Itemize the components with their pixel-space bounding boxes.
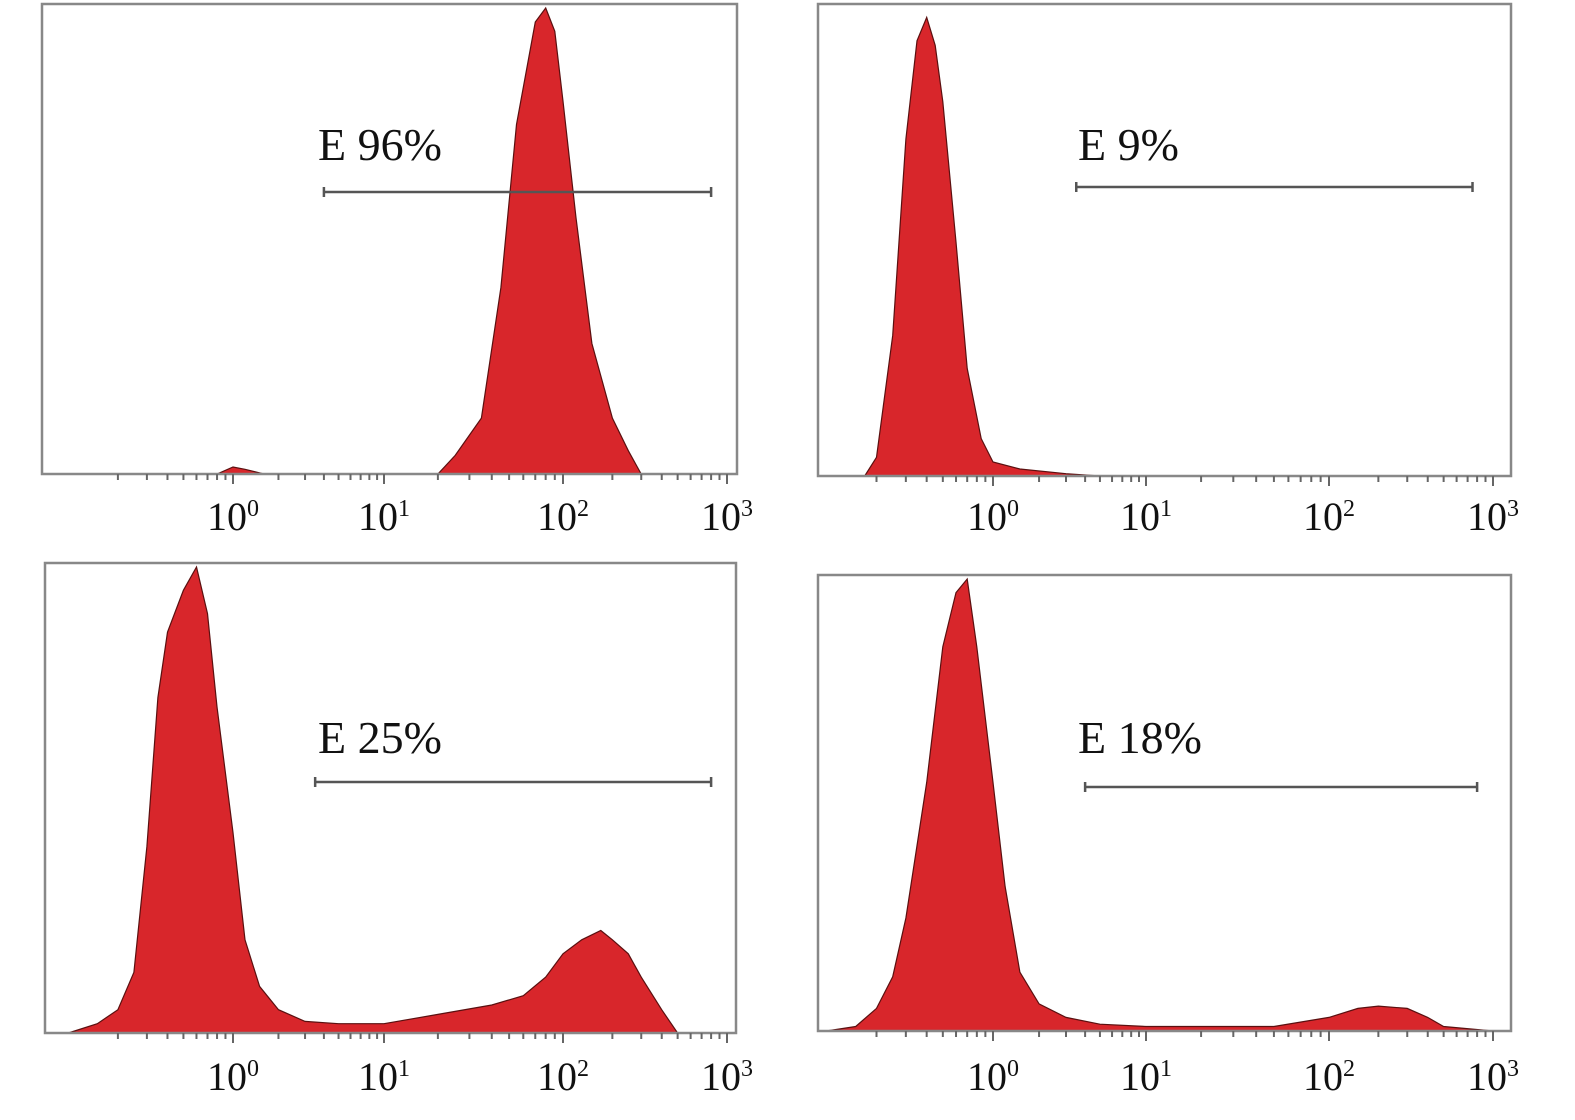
- x-tick-label: 103: [701, 1054, 753, 1099]
- x-tick-label: 101: [1120, 1054, 1172, 1099]
- x-tick-label: 101: [358, 1054, 410, 1099]
- x-tick-label: 102: [537, 494, 589, 539]
- x-tick-label: 103: [1467, 494, 1519, 539]
- gate-percent-label: E 18%: [1078, 712, 1202, 763]
- gate-percent-label: E 9%: [1078, 119, 1179, 170]
- plot-frame: [816, 2, 1513, 478]
- histogram-panel-bottom-left: 100 101 102 103 E 25%: [43, 561, 753, 1099]
- plot-frame: [816, 573, 1513, 1033]
- plot-frame: [43, 561, 738, 1035]
- histogram-area: [818, 15, 1511, 477]
- x-tick-label: 103: [1467, 1054, 1519, 1099]
- x-tick-label: 102: [1303, 494, 1355, 539]
- x-tick-label: 102: [1303, 1054, 1355, 1099]
- plot-frame: [40, 2, 739, 476]
- x-tick-label: 102: [537, 1054, 589, 1099]
- gate-percent-label: E 25%: [318, 712, 442, 763]
- gate-percent-label: E 96%: [318, 119, 442, 170]
- histogram-area: [42, 6, 737, 475]
- histogram-area: [45, 565, 736, 1034]
- histogram-panel-bottom-right: 100 101 102 103 E 18%: [816, 573, 1519, 1099]
- x-tick-label: 101: [1120, 494, 1172, 539]
- x-tick-label: 100: [207, 494, 259, 539]
- x-tick-label: 101: [358, 494, 410, 539]
- histogram-panel-top-left: 100 101 102 103 E 96%: [40, 2, 753, 539]
- x-tick-label: 103: [701, 494, 753, 539]
- histogram-panel-top-right: 100 101 102 103 E 9%: [816, 2, 1519, 539]
- x-tick-label: 100: [967, 1054, 1019, 1099]
- x-tick-label: 100: [207, 1054, 259, 1099]
- histogram-area: [818, 577, 1511, 1032]
- x-tick-label: 100: [967, 494, 1019, 539]
